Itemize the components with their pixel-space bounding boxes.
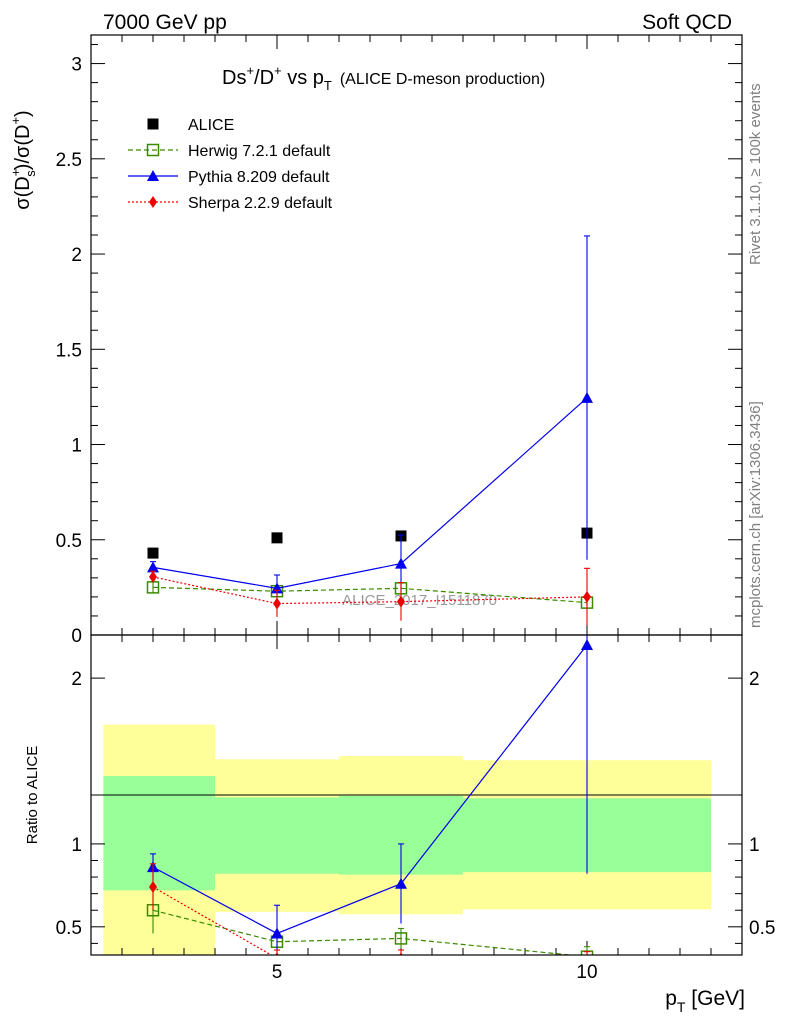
x-axis-label: pT [GeV]: [665, 987, 745, 1015]
main-sherpa-point: [397, 595, 405, 608]
legend-label-herwig: Herwig 7.2.1 default: [188, 143, 331, 160]
ratio-panel-frame: [90, 634, 743, 956]
legend: ALICE Herwig 7.2.1 default Pythia 8.209 de…: [128, 117, 333, 212]
main-sherpa-point: [273, 597, 281, 610]
ratio-y-axis-label: Ratio to ALICE: [24, 746, 41, 844]
main-title: Ds+/D+ vs pT (ALICE D-meson production): [222, 63, 545, 93]
ratio-sherpa-point: [275, 952, 279, 955]
ratio-pythia-line: [152, 644, 588, 935]
ratio-series-layer: [146, 635, 594, 955]
green-band-0: [103, 775, 215, 891]
ratio-herwig-line: [152, 909, 577, 955]
energy-label: 7000 GeV pp: [103, 11, 227, 34]
ratio-pythia-point: [271, 927, 283, 939]
main-series-layer: [146, 235, 594, 626]
ratio-y-tick-label-left: 1: [71, 835, 82, 856]
rivet-label: Rivet 3.1.10, ≥ 100k events: [747, 83, 764, 265]
legend-marker-data: [147, 118, 159, 130]
main-herwig-line: [152, 586, 588, 604]
legend-marker-pythia: [147, 170, 159, 181]
x-tick-label: 10: [576, 962, 597, 983]
ratio-y-tick-label-right: 2: [749, 669, 760, 690]
main-sherpa-point: [149, 570, 157, 583]
ratio-y-tick-label-left: 0.5: [56, 918, 82, 939]
main-y-tick-label: 1: [71, 436, 82, 457]
axis-tick-labels: 0 0.5 1 1.5 2 2.5 3 5 10 0.5 0.5 1 1 2 2: [56, 55, 776, 983]
legend-marker-herwig: [146, 143, 160, 157]
legend-label-data: ALICE: [188, 117, 234, 134]
main-sherpa-point: [583, 590, 591, 603]
main-sherpa-line: [152, 576, 588, 605]
main-pythia-point: [147, 561, 159, 573]
legend-label-pythia: Pythia 8.209 default: [188, 169, 330, 186]
ratio-y-tick-label-left: 2: [71, 669, 82, 690]
mcplots-label: mcplots.cern.ch [arXiv:1306.3436]: [747, 401, 764, 628]
main-y-tick-label: 0.5: [56, 531, 82, 552]
main-y-axis-label: σ(D+s)/σ(D+): [8, 110, 38, 209]
ratio-y-tick-label-right: 0.5: [749, 918, 775, 939]
ratio-pythia-point: [395, 877, 407, 889]
main-data-point: [271, 532, 283, 544]
main-y-tick-label: 0: [71, 626, 82, 647]
ratio-sherpa-point: [399, 952, 403, 955]
main-y-tick-label: 2.5: [56, 150, 82, 171]
ratio-sherpa-point: [149, 881, 157, 894]
main-y-tick-label: 2: [71, 245, 82, 266]
main-pythia-line: [152, 397, 588, 589]
ratio-pythia-point: [581, 638, 593, 650]
main-pythia-point: [581, 391, 593, 403]
legend-label-sherpa: Sherpa 2.2.9 default: [188, 195, 333, 212]
main-pythia-point: [395, 557, 407, 569]
ratio-herwig-point: [394, 932, 408, 945]
analysis-watermark: ALICE_2017_I1511870: [342, 592, 497, 609]
x-tick-label: 5: [272, 962, 283, 983]
ratio-y-tick-label-right: 1: [749, 835, 760, 856]
main-y-tick-label: 1.5: [56, 340, 82, 361]
axis-ticks: [90, 35, 743, 955]
main-y-tick-label: 3: [71, 55, 82, 76]
legend-marker-sherpa: [149, 196, 157, 208]
process-label: Soft QCD: [642, 11, 732, 34]
green-band-1: [215, 797, 339, 874]
main-data-point: [147, 547, 159, 559]
